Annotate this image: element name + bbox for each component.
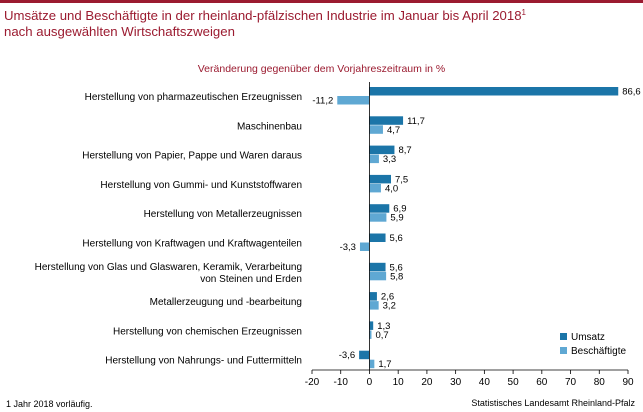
title-rule <box>0 0 643 3</box>
bar-umsatz <box>359 350 370 360</box>
x-tick-label: 0 <box>367 377 373 388</box>
data-label-beschaeftigte: 3,3 <box>383 154 396 165</box>
bar-umsatz <box>369 233 386 242</box>
data-label-beschaeftigte: -3,3 <box>340 242 356 253</box>
data-label-beschaeftigte: 5,8 <box>390 271 403 282</box>
bar-umsatz <box>369 87 619 96</box>
title-footnote-marker: 1 <box>521 8 526 17</box>
category-label: Herstellung von Gummi- und Kunststoffwar… <box>100 180 302 191</box>
bar-beschaeftigte <box>369 359 375 369</box>
data-label-beschaeftigte: 0,7 <box>375 330 388 341</box>
x-tick-label: 60 <box>536 377 548 388</box>
category-label: Metallerzeugung und -bearbeitung <box>150 297 302 308</box>
data-label-beschaeftigte: 1,7 <box>378 359 391 370</box>
chart-subtitle: Veränderung gegenüber dem Vorjahreszeitr… <box>197 63 446 75</box>
bar-beschaeftigte <box>369 154 379 164</box>
category-label: Herstellung von Nahrungs- und Futtermitt… <box>105 356 302 367</box>
bar-beschaeftigte <box>337 96 370 105</box>
data-label-umsatz: 6,9 <box>393 204 406 215</box>
bar-umsatz <box>369 174 391 184</box>
data-label-beschaeftigte: 5,9 <box>390 213 403 224</box>
bar-umsatz <box>369 262 386 272</box>
bar-umsatz <box>369 321 374 330</box>
chart-title-line2: nach ausgewählten Wirtschaftszweigen <box>4 24 235 39</box>
category-label: Herstellung von Papier, Pappe und Waren … <box>82 151 302 162</box>
x-tick-label: 20 <box>421 377 433 388</box>
bar-beschaeftigte <box>369 183 381 193</box>
data-label-umsatz: 7,5 <box>395 174 408 185</box>
data-label-umsatz: 2,6 <box>381 292 394 303</box>
data-label-umsatz: 8,7 <box>398 145 411 156</box>
x-tick-label: -10 <box>334 377 349 388</box>
x-tick-label: -20 <box>305 377 320 388</box>
category-label: Herstellung von Kraftwagen und Kraftwage… <box>82 239 302 250</box>
x-tick-label: 40 <box>479 377 491 388</box>
data-label-beschaeftigte: 3,2 <box>383 301 396 312</box>
bar-beschaeftigte <box>369 125 383 134</box>
data-label-umsatz: 11,7 <box>407 116 425 127</box>
data-label-umsatz: 5,6 <box>390 233 403 244</box>
bar-umsatz <box>369 292 377 301</box>
legend-swatch-umsatz <box>560 333 567 340</box>
data-label-umsatz: 5,6 <box>390 262 403 273</box>
category-label: Herstellung von chemischen Erzeugnissen <box>113 326 302 337</box>
data-label-umsatz: -3,6 <box>339 350 355 361</box>
bar-beschaeftigte <box>359 242 370 251</box>
data-label-umsatz: 86,6 <box>622 87 641 98</box>
x-tick-label: 10 <box>393 377 405 388</box>
x-tick-label: 70 <box>565 377 577 388</box>
legend-swatch-beschaeftigte <box>560 347 567 354</box>
bar-umsatz <box>369 204 390 213</box>
bar-beschaeftigte <box>369 330 372 339</box>
x-tick-label: 30 <box>450 377 462 388</box>
legend-label-umsatz: Umsatz <box>571 332 605 343</box>
x-tick-label: 50 <box>508 377 520 388</box>
category-label: Maschinenbau <box>237 121 302 132</box>
bar-beschaeftigte <box>369 213 387 222</box>
source-note: Statistisches Landesamt Rheinland-Pfalz <box>471 398 635 408</box>
bar-beschaeftigte <box>369 271 387 281</box>
data-label-beschaeftigte: -11,2 <box>312 96 333 107</box>
x-tick-label: 90 <box>622 377 634 388</box>
bar-beschaeftigte <box>369 301 379 310</box>
category-label: Herstellung von Glas und Glaswaren, Kera… <box>35 262 302 285</box>
legend-label-beschaeftigte: Beschäftigte <box>571 346 626 357</box>
data-label-umsatz: 1,3 <box>377 321 390 332</box>
bar-umsatz <box>369 145 395 155</box>
chart-title: Umsätze und Beschäftigte in der rheinlan… <box>4 8 634 40</box>
footnote: 1 Jahr 2018 vorläufig. <box>6 399 93 409</box>
bar-umsatz <box>369 116 404 125</box>
x-tick-label: 80 <box>594 377 606 388</box>
chart-title-line1: Umsätze und Beschäftigte in der rheinlan… <box>4 8 522 23</box>
data-label-beschaeftigte: 4,0 <box>385 183 398 194</box>
category-label: Herstellung von pharmazeutischen Erzeugn… <box>85 92 302 103</box>
data-label-beschaeftigte: 4,7 <box>387 125 400 136</box>
category-label: Herstellung von Metallerzeugnissen <box>144 209 302 220</box>
